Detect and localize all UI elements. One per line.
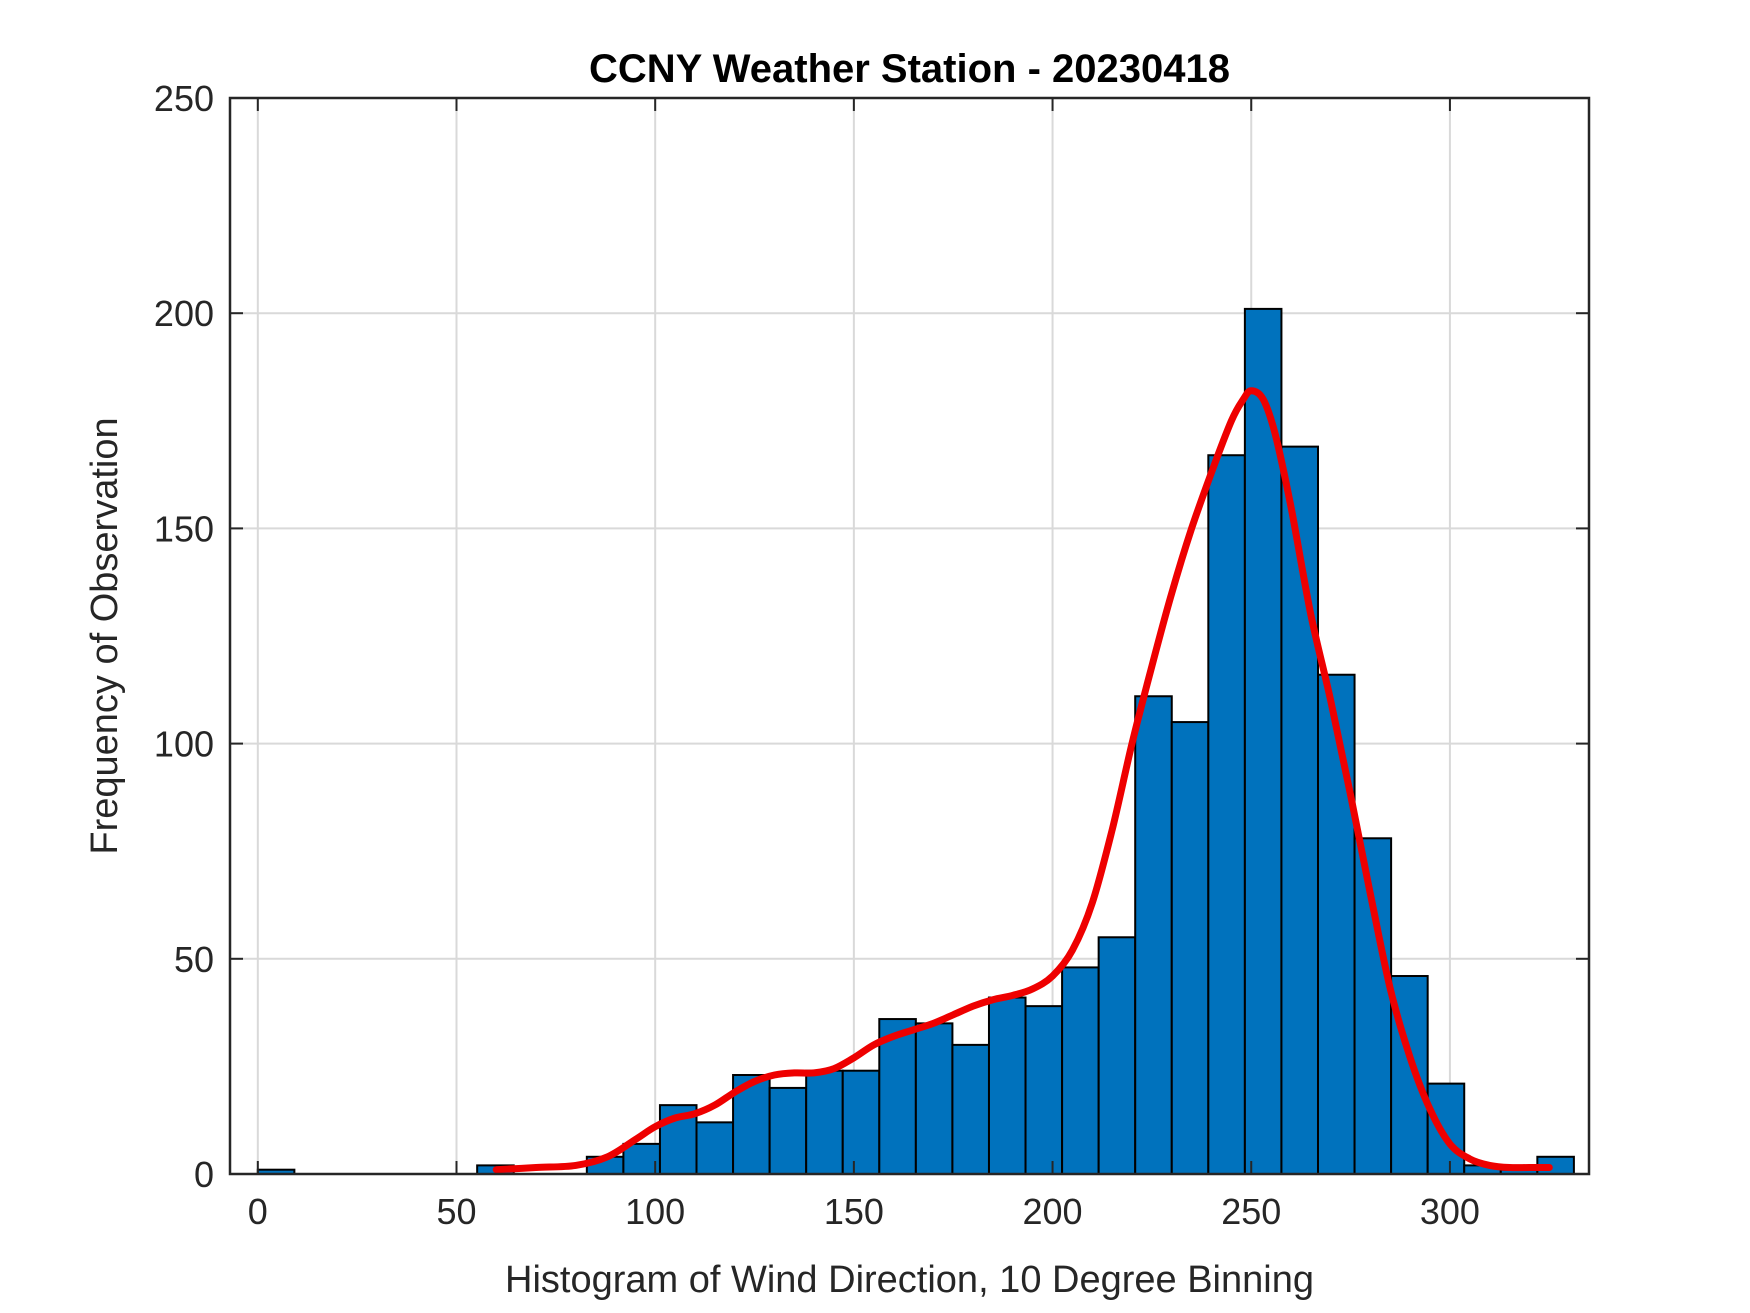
histogram-bar — [1134, 695, 1173, 1175]
y-tick-label: 100 — [154, 724, 214, 765]
y-tick-label: 0 — [194, 1154, 214, 1195]
histogram-bar — [878, 1018, 917, 1176]
y-axis-label: Frequency of Observation — [84, 417, 126, 854]
histogram-bar — [841, 1069, 881, 1175]
x-tick-label: 300 — [1420, 1191, 1480, 1232]
histogram-bar — [768, 1086, 808, 1176]
chart-title: CCNY Weather Station - 20230418 — [589, 47, 1230, 91]
histogram-bar — [695, 1121, 735, 1176]
histogram-bar — [1207, 454, 1246, 1175]
histogram-bar — [1061, 966, 1100, 1176]
grid-lines — [230, 98, 1589, 1174]
axis-ticks — [230, 97, 1589, 1175]
x-tick-label: 50 — [436, 1191, 476, 1232]
x-tick-label: 100 — [625, 1191, 685, 1232]
histogram-bar — [1170, 721, 1210, 1176]
y-tick-label: 200 — [154, 293, 214, 334]
histogram-bar — [1024, 1005, 1064, 1175]
histogram-bar — [1097, 936, 1137, 1176]
y-tick-label: 50 — [174, 939, 214, 980]
x-tick-label: 0 — [248, 1191, 268, 1232]
x-axis-label: Histogram of Wind Direction, 10 Degree B… — [505, 1259, 1314, 1301]
histogram-bar — [987, 996, 1027, 1176]
distribution-curve-group — [492, 387, 1553, 1174]
histogram-bar — [805, 1069, 844, 1175]
y-tick-label: 150 — [154, 508, 214, 549]
axes-box — [228, 96, 1591, 1176]
histogram-bars — [256, 307, 1575, 1176]
histogram-bar — [1316, 673, 1356, 1176]
x-tick-label: 150 — [824, 1191, 884, 1232]
histogram-bar — [951, 1043, 990, 1175]
histogram-bar — [914, 1022, 954, 1175]
y-tick-label: 250 — [154, 78, 214, 119]
x-tick-label: 200 — [1023, 1191, 1083, 1232]
y-tick-labels: 0 50 100 150 200 250 — [154, 78, 214, 1195]
distribution-curve — [492, 387, 1553, 1174]
x-tick-label: 250 — [1221, 1191, 1281, 1232]
x-tick-labels: 0 50 100 150 200 250 300 — [248, 1191, 1480, 1232]
histogram-bar — [1426, 1082, 1466, 1175]
